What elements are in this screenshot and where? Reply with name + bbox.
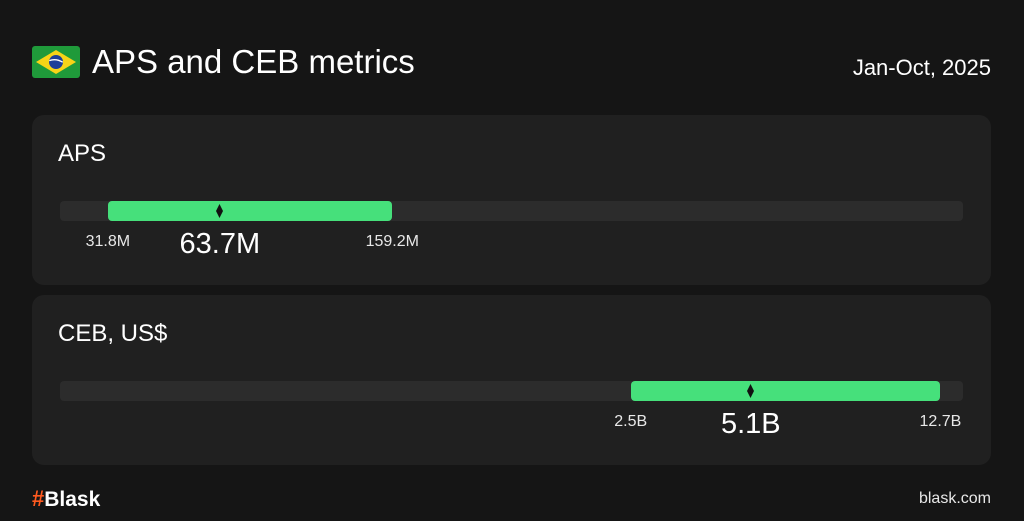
ceb-card: CEB, US$ 2.5B 5.1B 12.7B <box>32 295 991 465</box>
brazil-flag-icon <box>32 46 80 78</box>
logo-hash-icon: # <box>32 486 45 511</box>
ceb-title: CEB, US$ <box>58 320 168 347</box>
header: APS and CEB metrics Jan-Oct, 2025 <box>32 38 992 88</box>
aps-range-bar <box>107 201 393 221</box>
blask-logo: #Blask <box>32 485 100 515</box>
aps-max-label: 159.2M <box>365 233 419 250</box>
aps-value-label: 63.7M <box>179 228 261 260</box>
ceb-value-label: 5.1B <box>720 408 781 440</box>
aps-min-label: 31.8M <box>85 233 131 250</box>
ceb-max-label: 12.7B <box>919 413 962 430</box>
ceb-value-marker <box>747 384 755 398</box>
ceb-track <box>60 381 963 401</box>
page-title: APS and CEB metrics <box>92 43 415 80</box>
period-label: Jan-Oct, 2025 <box>852 55 991 80</box>
aps-title: APS <box>58 140 107 167</box>
aps-value-marker <box>216 204 224 218</box>
footer-url: blask.com <box>918 490 991 507</box>
aps-track <box>60 201 963 221</box>
logo-text: Blask <box>44 488 101 511</box>
ceb-min-label: 2.5B <box>614 413 648 430</box>
aps-card: APS 31.8M 63.7M 159.2M <box>32 115 991 285</box>
ceb-range-bar <box>630 381 941 401</box>
